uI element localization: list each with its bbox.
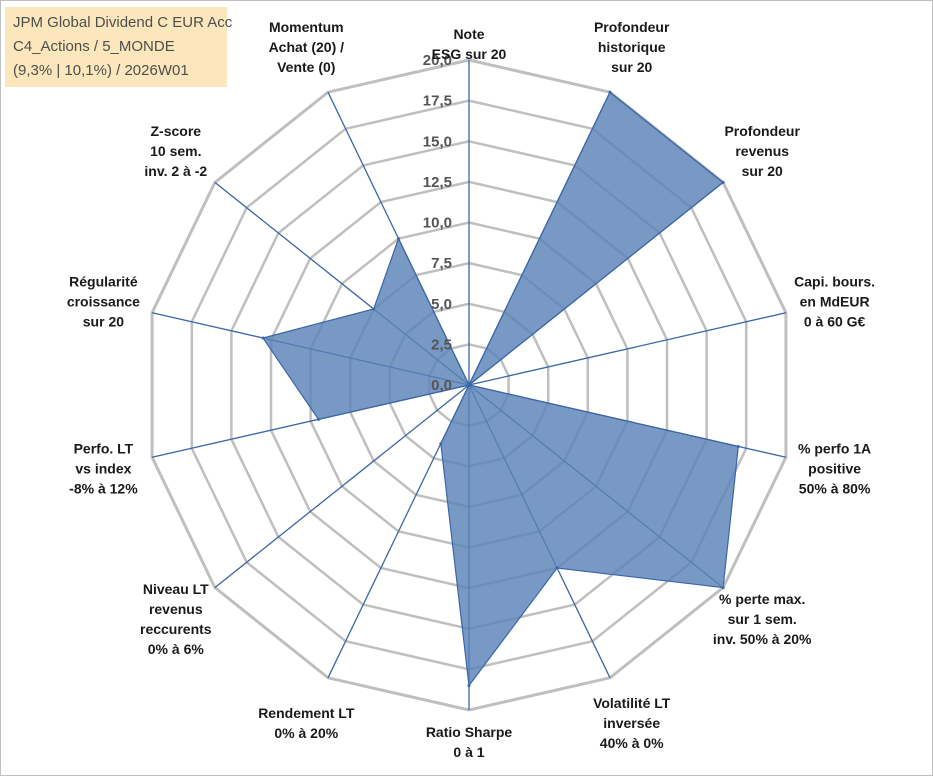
axis-label-4: % perfo 1A positive 50% à 80% xyxy=(798,440,871,496)
axis-label-9: Niveau LT revenus reccurents 0% à 6% xyxy=(140,581,212,657)
axis-label-1: Profondeur historique sur 20 xyxy=(594,19,670,75)
data-point-6 xyxy=(555,566,559,570)
data-point-13 xyxy=(397,237,400,241)
title-line-fund: JPM Global Dividend C EUR Acc xyxy=(13,14,233,31)
data-point-1 xyxy=(608,90,612,94)
axis-label-text-9: Niveau LT revenus reccurents 0% à 6% xyxy=(140,581,212,657)
radar-series xyxy=(261,90,740,688)
axis-label-text-11: Régularité croissance sur 20 xyxy=(67,274,140,330)
axis-label-7: Ratio Sharpe 0 à 1 xyxy=(426,724,513,760)
tick-label-6: 15,0 xyxy=(423,133,452,150)
tick-label-3: 7,5 xyxy=(431,255,452,272)
axis-label-12: Z-score 10 sem. inv. 2 à -2 xyxy=(144,123,207,179)
tick-label-5: 12,5 xyxy=(423,174,452,191)
data-point-7 xyxy=(467,684,471,688)
axis-labels: Note ESG sur 20 Profondeur historique sur 20… xyxy=(67,19,875,760)
axis-label-10: Perfo. LT vs index -8% à 12% xyxy=(69,440,138,496)
axis-label-text-7: Ratio Sharpe 0 à 1 xyxy=(426,724,513,760)
tick-label-1: 2,5 xyxy=(431,336,452,353)
data-point-10 xyxy=(317,417,320,421)
tick-label-4: 10,0 xyxy=(423,215,452,232)
chart-title-box: JPM Global Dividend C EUR Acc C4_Actions… xyxy=(5,7,233,87)
radial-tick-labels: 0,0 2,5 5,0 7,5 10,0 12,5 15,0 17,5 20,0 xyxy=(423,52,452,394)
axis-label-text-1: Profondeur historique sur 20 xyxy=(594,19,670,75)
title-line-stats: (9,3% | 10,1%) / 2026W01 xyxy=(13,62,189,79)
axis-label-text-6: Volatilité LT inversée 40% à 0% xyxy=(593,695,671,751)
axis-label-text-3: Capi. bours. en MdEUR 0 à 60 G€ xyxy=(794,274,875,330)
axis-label-8: Rendement LT 0% à 20% xyxy=(258,705,355,741)
axis-label-text-8: Rendement LT 0% à 20% xyxy=(258,705,355,741)
axis-label-text-4: % perfo 1A positive 50% à 80% xyxy=(798,440,871,496)
tick-label-8: 20,0 xyxy=(423,52,452,69)
data-point-9 xyxy=(467,383,471,387)
axis-label-13: Momentum Achat (20) / Vente (0) xyxy=(269,19,345,75)
axis-label-11: Régularité croissance sur 20 xyxy=(67,274,140,330)
axis-label-text-0: Note ESG sur 20 xyxy=(432,26,507,62)
axis-label-text-5: % perte max. sur 1 sem. inv. 50% à 20% xyxy=(713,591,812,647)
data-point-12 xyxy=(372,307,376,311)
data-point-5 xyxy=(721,586,725,590)
data-point-2 xyxy=(721,180,725,184)
spoke-3 xyxy=(468,312,787,386)
axis-label-0: Note ESG sur 20 xyxy=(432,26,507,62)
axis-label-text-13: Momentum Achat (20) / Vente (0) xyxy=(269,19,345,75)
axis-label-3: Capi. bours. en MdEUR 0 à 60 G€ xyxy=(794,274,875,330)
axis-label-2: Profondeur revenus sur 20 xyxy=(724,123,800,179)
data-point-4 xyxy=(736,445,740,448)
tick-label-2: 5,0 xyxy=(431,296,452,313)
data-point-11 xyxy=(261,336,265,340)
axis-label-text-10: Perfo. LT vs index -8% à 12% xyxy=(69,440,138,496)
spoke-9 xyxy=(214,384,470,589)
tick-label-7: 17,5 xyxy=(423,93,452,110)
tick-label-0: 0,0 xyxy=(431,377,452,394)
axis-label-6: Volatilité LT inversée 40% à 0% xyxy=(593,695,671,751)
data-point-8 xyxy=(439,442,443,446)
axis-label-5: % perte max. sur 1 sem. inv. 50% à 20% xyxy=(713,591,812,647)
axis-label-text-2: Profondeur revenus sur 20 xyxy=(724,123,800,179)
axis-label-text-12: Z-score 10 sem. inv. 2 à -2 xyxy=(144,123,207,179)
title-line-category: C4_Actions / 5_MONDE xyxy=(13,38,175,55)
